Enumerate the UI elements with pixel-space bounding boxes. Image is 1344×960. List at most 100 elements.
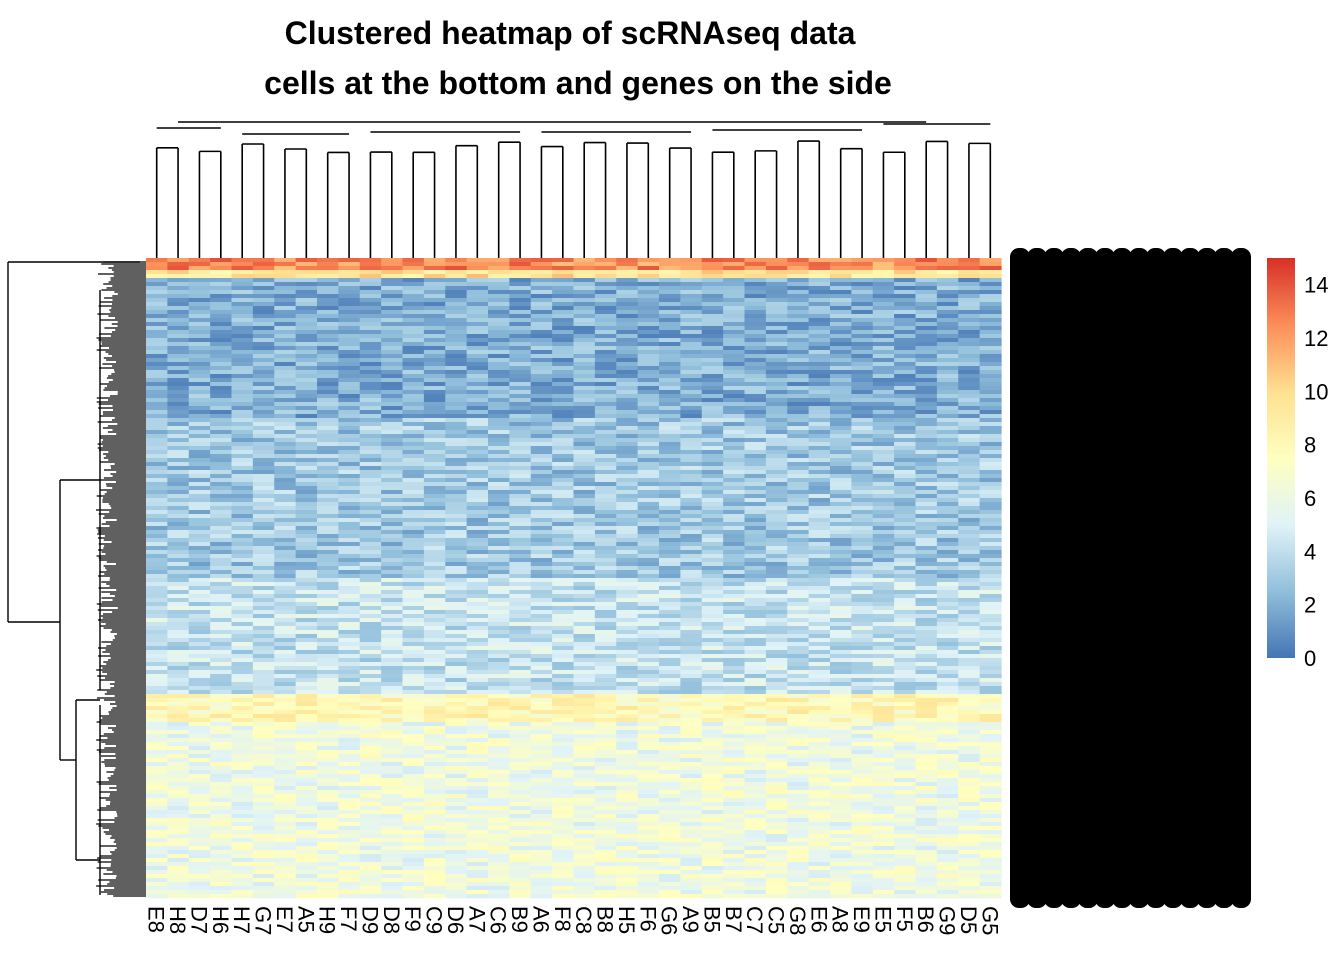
heatmap-cell [744, 614, 767, 619]
heatmap-cell [188, 550, 211, 555]
heatmap-cell [552, 510, 575, 515]
heatmap-cell [231, 530, 254, 535]
heatmap-cell [830, 650, 852, 655]
heatmap-cell [701, 482, 724, 487]
heatmap-cell [808, 666, 831, 671]
heatmap-cell [594, 702, 617, 707]
heatmap-cell [915, 426, 938, 431]
heatmap-cell [146, 686, 168, 691]
heatmap-cell [359, 410, 382, 415]
heatmap-cell [894, 638, 917, 643]
heatmap-cell [338, 702, 361, 707]
heatmap-cell [466, 638, 489, 643]
heatmap-cell [936, 546, 959, 551]
heatmap-cell [317, 558, 339, 563]
heatmap-cell [231, 414, 254, 419]
heatmap-cell [723, 606, 746, 611]
heatmap-cell [274, 558, 297, 563]
heatmap-cell [936, 530, 959, 535]
heatmap-cell [146, 410, 168, 415]
heatmap-cell [466, 318, 489, 323]
heatmap-cell [423, 474, 446, 479]
heatmap-cell [701, 594, 724, 599]
heatmap-cell [808, 394, 831, 399]
heatmap-cell [616, 458, 639, 463]
heatmap-cell [979, 418, 1002, 423]
heatmap-cell [701, 706, 724, 711]
heatmap-cell [402, 454, 425, 459]
heatmap-cell [423, 606, 446, 611]
heatmap-cell [894, 566, 917, 571]
heatmap-cell [488, 702, 510, 707]
heatmap-cell [317, 482, 339, 487]
heatmap-cell [231, 350, 254, 355]
heatmap-cell [787, 350, 810, 355]
heatmap-cell [936, 490, 959, 495]
heatmap-cell [830, 446, 852, 451]
heatmap-cell [808, 686, 831, 691]
heatmap-cell [359, 310, 382, 315]
heatmap-cell [402, 598, 425, 603]
heatmap-cell [616, 438, 639, 443]
heatmap-cell [402, 706, 425, 711]
heatmap-cell [466, 282, 489, 287]
heatmap-cell [851, 394, 874, 399]
heatmap-cell [787, 678, 810, 683]
heatmap-cell [616, 618, 639, 623]
heatmap-cell [231, 474, 254, 479]
heatmap-cell [231, 494, 254, 499]
heatmap-cell [872, 550, 895, 555]
heatmap-cell [445, 510, 468, 515]
heatmap-cell [915, 522, 938, 527]
heatmap-cell [210, 398, 233, 403]
heatmap-cell [979, 442, 1002, 447]
heatmap-cell [445, 278, 468, 283]
heatmap-cell [488, 662, 510, 667]
heatmap-cell [210, 318, 233, 323]
heatmap-cell [188, 710, 211, 715]
heatmap-cell [594, 422, 617, 427]
heatmap-cell [381, 514, 404, 519]
heatmap-cell [466, 490, 489, 495]
heatmap-cell [338, 394, 361, 399]
heatmap-cell [958, 402, 981, 407]
heatmap-cell [231, 374, 254, 379]
heatmap-cell [637, 618, 660, 623]
heatmap-cell [317, 358, 339, 363]
heatmap-cell [552, 450, 575, 455]
heatmap-cell [616, 338, 639, 343]
heatmap-cell [872, 414, 895, 419]
heatmap-cell [872, 642, 895, 647]
heatmap-cell [509, 610, 532, 615]
heatmap-cell [488, 706, 510, 711]
heatmap-cell [808, 554, 831, 559]
heatmap-cell [167, 378, 190, 383]
heatmap-cell [552, 698, 575, 703]
heatmap-cell [915, 498, 938, 503]
heatmap-cell [552, 470, 575, 475]
heatmap-cell [723, 470, 746, 475]
heatmap-cell [616, 342, 639, 347]
heatmap-cell [723, 306, 746, 311]
heatmap-cell [466, 470, 489, 475]
heatmap-cell [210, 290, 233, 295]
heatmap-cell [381, 274, 404, 279]
heatmap-cell [509, 334, 532, 339]
heatmap-cell [252, 590, 275, 595]
heatmap-cell [317, 430, 339, 435]
heatmap-cell [701, 442, 724, 447]
heatmap-cell [338, 706, 361, 711]
heatmap-cell [359, 606, 382, 611]
heatmap-cell [936, 326, 959, 331]
heatmap-cell [573, 394, 596, 399]
heatmap-cell [552, 458, 575, 463]
heatmap-cell [979, 414, 1002, 419]
heatmap-cell [915, 346, 938, 351]
heatmap-cell [188, 314, 211, 319]
heatmap-cell [787, 618, 810, 623]
heatmap-cell [317, 518, 339, 523]
heatmap-cell [359, 422, 382, 427]
heatmap-cell [317, 710, 339, 715]
heatmap-cell [872, 698, 895, 703]
heatmap-cell [958, 438, 981, 443]
